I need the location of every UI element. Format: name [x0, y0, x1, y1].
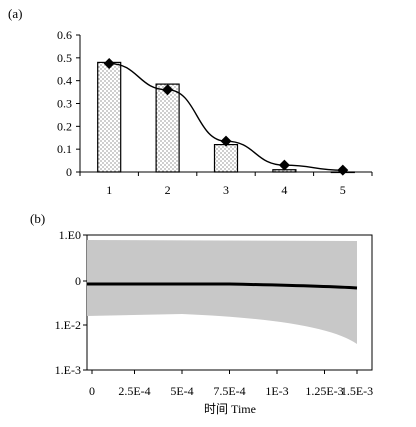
panel-a-label: (a): [8, 6, 22, 21]
panel-b-x-tick-label: 0: [89, 384, 95, 398]
panel-a-bar: [155, 83, 180, 173]
panel-b-xlabel: 时间 Time: [204, 402, 256, 416]
panel-a-y-tick-label: 0.2: [57, 119, 72, 133]
panel-a-marker: [220, 135, 232, 147]
panel-a-x-tick-label: 4: [281, 183, 287, 197]
panel-a-marker: [103, 58, 115, 70]
panel-b: 1.E0 0 1.E-2 1.E-3 0 2.5E-4 5E-4 7.5E-4 1E-3 1.25…: [55, 228, 373, 398]
panel-b-x-tick-label: 1E-3: [265, 384, 288, 398]
panel-b-x-tick-label: 1.25E-3: [305, 384, 343, 398]
panel-b-x-tick-label: 5E-4: [170, 384, 193, 398]
panel-b-y-tick-label: 1.E0: [59, 228, 81, 242]
panel-a-marker: [337, 164, 349, 176]
panel-a-y-tick-label: 0.5: [57, 51, 72, 65]
panel-b-x-tick-label: 7.5E-4: [213, 384, 245, 398]
panel-a-y-tick-label: 0: [66, 165, 72, 179]
panel-b-x-tick-label: 2.5E-4: [118, 384, 150, 398]
panel-b-y-tick-label: 0: [75, 274, 81, 288]
panel-a-x-tick-label: 1: [106, 183, 112, 197]
panel-a: 0.6 0.5 0.4 0.3 0.2 0.1 0 1 2 3 4 5: [57, 28, 373, 197]
panel-a-y-tick-label: 0.6: [57, 28, 72, 42]
panel-b-line: [87, 282, 358, 290]
panel-b-band: [87, 240, 357, 344]
panel-a-y-tick-label: 0.3: [57, 97, 72, 111]
panel-b-x-tick-label: 1.5E-3: [341, 384, 373, 398]
panel-a-x-tick-label: 3: [223, 183, 229, 197]
panel-a-y-tick-label: 0.1: [57, 142, 72, 156]
panel-b-label: (b): [30, 211, 45, 226]
panel-a-bar: [97, 61, 122, 173]
panel-a-bar: [213, 144, 239, 173]
panel-a-x-tick-label: 2: [165, 183, 171, 197]
panel-a-marker: [278, 159, 290, 171]
panel-a-marker: [162, 84, 174, 96]
panel-a-x-tick-label: 5: [340, 183, 346, 197]
panel-b-y-tick-label: 1.E-3: [55, 363, 81, 377]
panel-a-y-tick-label: 0.4: [57, 74, 72, 88]
panel-b-y-tick-label: 1.E-2: [55, 318, 81, 332]
